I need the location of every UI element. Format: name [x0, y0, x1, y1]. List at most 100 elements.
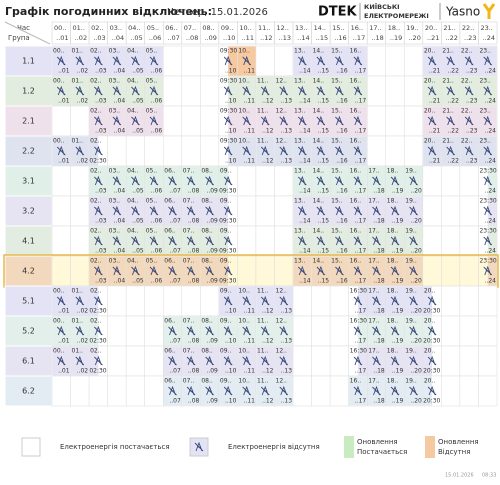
off-icon-shape: [260, 295, 270, 306]
off-icon-shape: [242, 55, 252, 66]
cell-to: ..10: [225, 398, 237, 405]
cell-to: ..10: [225, 128, 237, 135]
cell-from: 00..: [53, 288, 65, 295]
cell-from: 00..: [53, 48, 65, 55]
cell: [478, 285, 498, 317]
off-icon-shape: [94, 355, 103, 366]
cell: [144, 135, 164, 167]
off-icon-shape: [186, 235, 196, 246]
cell-to: ..13: [281, 158, 293, 165]
cell-to: ..10: [225, 98, 237, 105]
cell: [237, 255, 257, 287]
cell-to: ..10: [225, 68, 237, 75]
cell: [125, 345, 145, 377]
hour-to: ..10: [223, 34, 235, 42]
cell-from: 00..: [53, 348, 65, 355]
off-icon: [56, 145, 66, 156]
off-icon: [168, 385, 177, 396]
title: Графік погодинних відключень:: [5, 5, 212, 18]
off-icon-shape: [335, 85, 344, 96]
cell: [459, 255, 479, 287]
off-icon: [94, 145, 103, 156]
cell-to: ..05: [132, 218, 144, 225]
off-icon-shape: [427, 85, 437, 96]
off-icon: [242, 325, 252, 336]
off-icon: [94, 295, 103, 306]
cell: [366, 45, 387, 77]
cell-to: ..07: [169, 338, 181, 345]
off-icon: [316, 115, 326, 126]
cell-to: ..19: [392, 188, 404, 195]
cell-from: 19..: [405, 198, 417, 205]
off-icon: [260, 85, 270, 96]
cell-from: 14..: [313, 258, 325, 265]
hour-to: ..18: [371, 34, 383, 42]
off-icon-shape: [242, 145, 252, 156]
cell-from: 01..: [72, 348, 84, 355]
cell-from: 13..: [294, 78, 306, 85]
cell: [292, 315, 312, 347]
cell-from: 02..: [90, 318, 102, 325]
off-icon-shape: [260, 385, 270, 396]
off-icon: [409, 205, 418, 216]
off-icon: [483, 115, 493, 126]
cell: [292, 345, 312, 377]
cell-to: ..22: [447, 68, 459, 75]
off-icon-shape: [427, 145, 437, 156]
cell-to: ..03: [95, 248, 107, 255]
cell-to: ..20: [410, 368, 422, 375]
cell-from: 11..: [257, 348, 269, 355]
off-icon: [260, 295, 270, 306]
cell-to: ..01: [58, 98, 70, 105]
group-label: 5.1: [22, 297, 35, 306]
cell-from: 12..: [276, 348, 288, 355]
off-icon: [112, 235, 122, 246]
off-icon-shape: [223, 385, 233, 396]
cell-from: 20..: [424, 108, 436, 115]
off-icon: [335, 55, 344, 66]
off-icon-shape: [194, 441, 204, 452]
off-icon: [112, 175, 122, 186]
off-icon: [223, 205, 233, 216]
cell-to: ..11: [244, 338, 256, 345]
cell-to: ..11: [244, 398, 256, 405]
group-label: 3.2: [22, 207, 35, 216]
off-icon-shape: [409, 205, 418, 216]
cell-to: ..15: [318, 128, 330, 135]
cell-from: 01..: [72, 78, 84, 85]
off-icon: [316, 55, 326, 66]
cell: [70, 165, 90, 197]
cell-from: 08..: [201, 258, 213, 265]
cell-to: ..04: [114, 248, 126, 255]
hour-to: ..05: [130, 34, 142, 42]
off-icon-shape: [353, 115, 363, 126]
off-icon: [316, 175, 326, 186]
cell-to: ..20: [410, 218, 422, 225]
cell-to: ..12: [262, 98, 274, 105]
cell-to: ..05: [132, 128, 144, 135]
off-icon-shape: [483, 205, 493, 216]
off-icon-shape: [390, 265, 400, 276]
off-icon: [205, 385, 214, 396]
cell-half: 09:30: [219, 278, 236, 285]
off-icon-shape: [409, 295, 418, 306]
cell-from: 04..: [127, 48, 139, 55]
cell-to: ..12: [262, 398, 274, 405]
cell-from: 13..: [294, 138, 306, 145]
cell-from: 17..: [368, 378, 380, 385]
cell-from: 06..: [164, 348, 176, 355]
cell: [441, 255, 461, 287]
cell-to: ..15: [318, 218, 330, 225]
cell-to: ..06: [151, 278, 163, 285]
cell: [404, 105, 424, 137]
cell-half: 09:30: [219, 188, 236, 195]
cell-to: ..17: [355, 338, 367, 345]
cell-to: ..21: [429, 128, 441, 135]
off-icon-shape: [205, 325, 214, 336]
cell-from: 07..: [183, 258, 195, 265]
cell-to: ..08: [188, 248, 200, 255]
off-icon-shape: [335, 115, 344, 126]
hour-to: ..15: [316, 34, 328, 42]
off-icon: [297, 175, 307, 186]
cell: [107, 345, 127, 377]
